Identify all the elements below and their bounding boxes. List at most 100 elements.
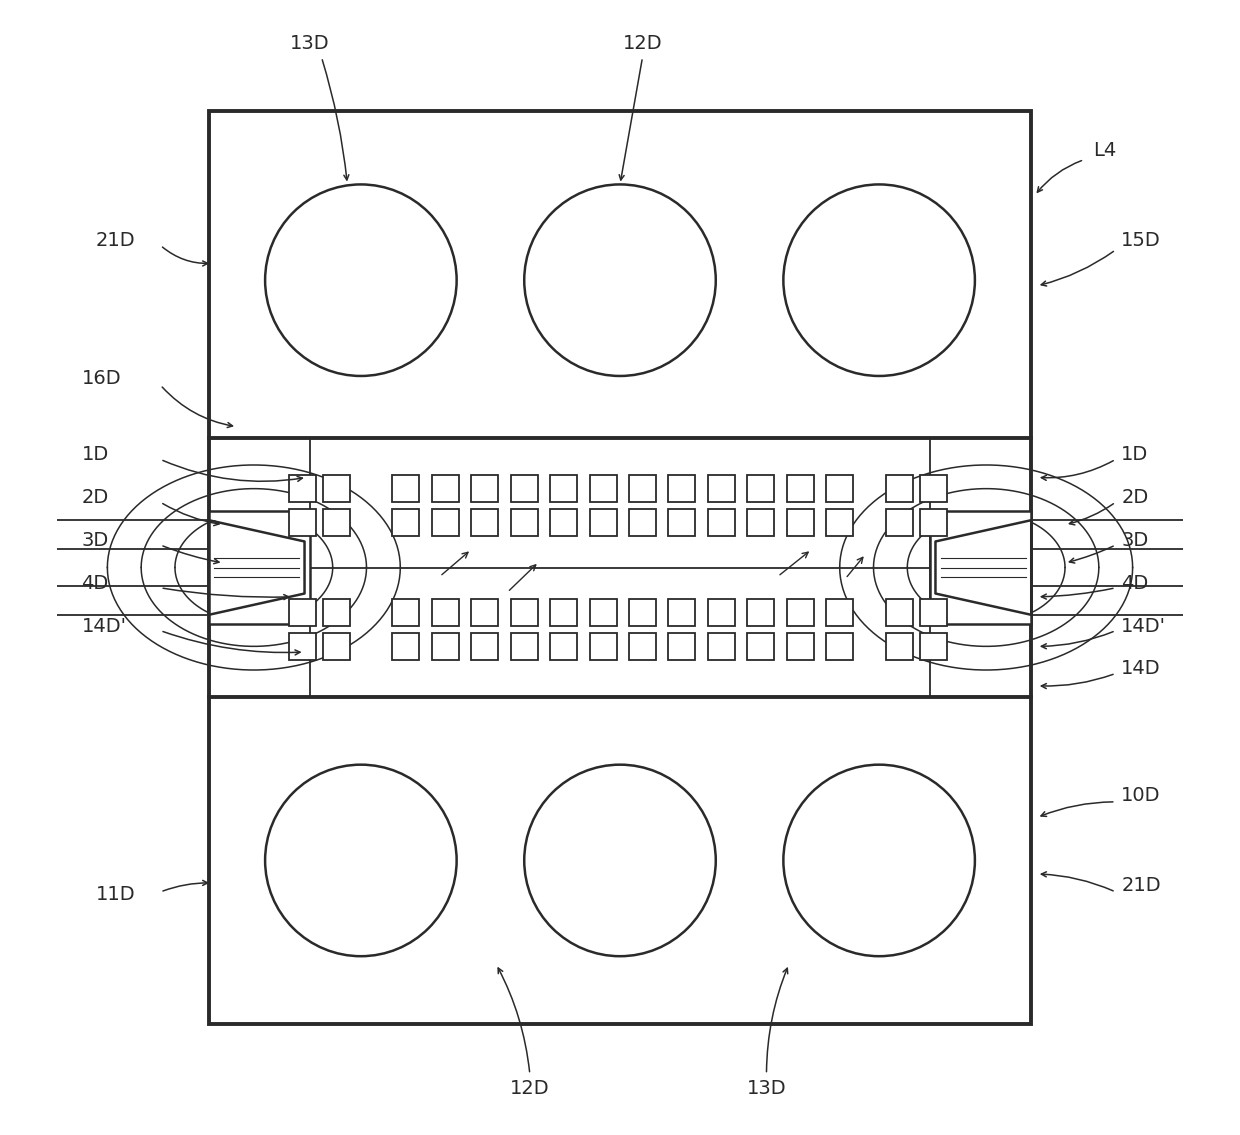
FancyArrowPatch shape bbox=[162, 631, 300, 655]
Bar bbox=[629, 633, 656, 659]
Bar bbox=[392, 476, 419, 502]
Bar bbox=[826, 508, 853, 536]
FancyArrowPatch shape bbox=[162, 461, 303, 481]
Bar bbox=[708, 476, 735, 502]
Bar bbox=[589, 599, 616, 627]
FancyArrowPatch shape bbox=[162, 504, 219, 526]
Bar bbox=[708, 599, 735, 627]
FancyArrowPatch shape bbox=[1042, 251, 1114, 286]
Text: 13D: 13D bbox=[290, 34, 330, 53]
Bar bbox=[322, 599, 350, 627]
Text: 21D: 21D bbox=[1121, 876, 1161, 894]
Text: 12D: 12D bbox=[510, 1078, 549, 1098]
Text: 14D': 14D' bbox=[1121, 616, 1167, 636]
Bar bbox=[432, 508, 459, 536]
Bar bbox=[748, 633, 774, 659]
Bar bbox=[511, 599, 538, 627]
Bar bbox=[668, 508, 696, 536]
Bar bbox=[589, 476, 616, 502]
Bar bbox=[668, 633, 696, 659]
Text: 13D: 13D bbox=[746, 1078, 786, 1098]
Bar bbox=[920, 599, 946, 627]
Text: 1D: 1D bbox=[82, 445, 109, 464]
Bar bbox=[208, 697, 1032, 1024]
Bar bbox=[208, 111, 1032, 438]
Text: L4: L4 bbox=[1094, 141, 1116, 160]
FancyArrowPatch shape bbox=[162, 588, 289, 599]
Circle shape bbox=[525, 184, 715, 376]
Bar bbox=[392, 633, 419, 659]
Text: 14D: 14D bbox=[1121, 659, 1161, 679]
Circle shape bbox=[265, 184, 456, 376]
Bar bbox=[432, 633, 459, 659]
Bar bbox=[471, 476, 498, 502]
FancyArrowPatch shape bbox=[1042, 461, 1114, 480]
Text: 2D: 2D bbox=[1121, 488, 1148, 507]
Bar bbox=[629, 599, 656, 627]
FancyArrowPatch shape bbox=[1042, 588, 1114, 599]
FancyArrowPatch shape bbox=[162, 881, 207, 891]
Circle shape bbox=[265, 765, 456, 956]
Text: 4D: 4D bbox=[1121, 574, 1148, 592]
Bar bbox=[885, 476, 913, 502]
Bar bbox=[920, 633, 946, 659]
Text: 21D: 21D bbox=[97, 232, 135, 250]
FancyArrowPatch shape bbox=[162, 387, 233, 428]
Text: 2D: 2D bbox=[82, 488, 109, 507]
Bar bbox=[589, 633, 616, 659]
Bar bbox=[826, 599, 853, 627]
Bar bbox=[920, 508, 946, 536]
Bar bbox=[629, 476, 656, 502]
Text: 1D: 1D bbox=[1121, 445, 1148, 464]
Bar bbox=[629, 508, 656, 536]
FancyArrowPatch shape bbox=[322, 60, 348, 180]
Circle shape bbox=[525, 765, 715, 956]
Text: 4D: 4D bbox=[82, 574, 109, 592]
FancyArrowPatch shape bbox=[1042, 872, 1114, 891]
Bar bbox=[322, 633, 350, 659]
Bar bbox=[748, 508, 774, 536]
Bar bbox=[432, 476, 459, 502]
Bar bbox=[708, 633, 735, 659]
Bar bbox=[551, 599, 577, 627]
Bar bbox=[289, 508, 316, 536]
Text: 15D: 15D bbox=[1121, 232, 1161, 250]
Bar bbox=[392, 599, 419, 627]
Bar bbox=[322, 508, 350, 536]
FancyArrowPatch shape bbox=[162, 546, 219, 564]
FancyArrowPatch shape bbox=[162, 247, 207, 266]
FancyArrowPatch shape bbox=[1069, 504, 1114, 524]
Bar bbox=[551, 476, 577, 502]
Bar bbox=[432, 599, 459, 627]
FancyArrowPatch shape bbox=[498, 968, 529, 1071]
FancyArrowPatch shape bbox=[766, 968, 787, 1071]
Circle shape bbox=[784, 184, 975, 376]
Bar bbox=[920, 476, 946, 502]
Bar bbox=[511, 508, 538, 536]
Text: 14D': 14D' bbox=[82, 616, 126, 636]
Text: 12D: 12D bbox=[622, 34, 662, 53]
Bar bbox=[551, 508, 577, 536]
Bar bbox=[392, 508, 419, 536]
Bar bbox=[471, 633, 498, 659]
Bar bbox=[930, 511, 1032, 624]
Bar bbox=[826, 476, 853, 502]
Bar bbox=[885, 508, 913, 536]
Bar bbox=[786, 476, 813, 502]
Text: 11D: 11D bbox=[97, 885, 135, 903]
FancyArrowPatch shape bbox=[1042, 632, 1114, 649]
Text: 16D: 16D bbox=[82, 369, 122, 388]
Bar bbox=[786, 633, 813, 659]
Bar bbox=[511, 633, 538, 659]
FancyArrowPatch shape bbox=[1069, 546, 1114, 563]
Bar bbox=[289, 476, 316, 502]
Circle shape bbox=[784, 765, 975, 956]
Bar bbox=[786, 599, 813, 627]
Bar bbox=[748, 599, 774, 627]
Bar bbox=[885, 633, 913, 659]
FancyArrowPatch shape bbox=[1042, 674, 1114, 689]
Bar bbox=[786, 508, 813, 536]
Bar bbox=[289, 633, 316, 659]
FancyArrowPatch shape bbox=[1042, 801, 1114, 816]
Bar bbox=[208, 511, 310, 624]
